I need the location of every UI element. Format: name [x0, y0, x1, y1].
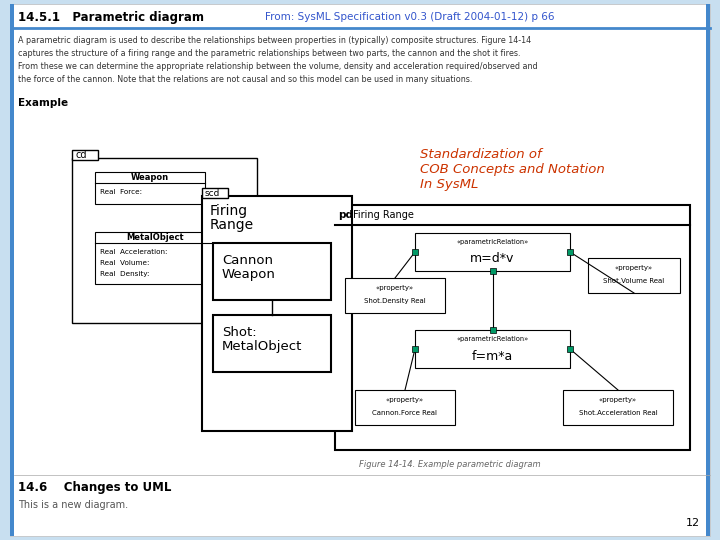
Text: 14.5.1   Parametric diagram: 14.5.1 Parametric diagram	[18, 10, 204, 24]
Text: From: SysML Specification v0.3 (Draft 2004-01-12) p 66: From: SysML Specification v0.3 (Draft 20…	[265, 12, 554, 22]
Text: Standardization of: Standardization of	[420, 148, 541, 161]
Text: Weapon: Weapon	[222, 268, 276, 281]
Text: A parametric diagram is used to describe the relationships between properties in: A parametric diagram is used to describe…	[18, 36, 538, 84]
Bar	[567, 249, 573, 255]
Bar	[490, 268, 495, 274]
Text: Firing: Firing	[210, 204, 248, 218]
Bar	[355, 390, 455, 425]
Text: MetalObject: MetalObject	[126, 233, 184, 242]
Text: «property»: «property»	[376, 285, 414, 291]
Text: COB Concepts and Notation: COB Concepts and Notation	[420, 163, 605, 176]
Text: f=m*a: f=m*a	[472, 349, 513, 362]
Bar	[202, 196, 352, 431]
Text: Real  Force:: Real Force:	[100, 189, 142, 195]
Text: «parametricRelation»: «parametricRelation»	[456, 336, 528, 342]
Bar	[213, 243, 331, 300]
Text: scd: scd	[205, 188, 220, 198]
Bar	[213, 315, 331, 372]
Text: Range: Range	[210, 218, 254, 232]
Text: «property»: «property»	[615, 265, 653, 271]
Bar	[490, 327, 495, 333]
Text: m=d*v: m=d*v	[470, 253, 515, 266]
Bar	[345, 278, 445, 313]
Text: Shot.Density Real: Shot.Density Real	[364, 298, 426, 304]
Text: «property»: «property»	[599, 397, 637, 403]
Bar	[412, 249, 418, 255]
Bar	[567, 346, 573, 352]
Bar	[72, 150, 98, 160]
Text: Real  Acceleration:: Real Acceleration:	[100, 249, 168, 255]
Text: In SysML: In SysML	[420, 178, 478, 191]
Text: This is a new diagram.: This is a new diagram.	[18, 500, 128, 510]
Text: Figure 14-14. Example parametric diagram: Figure 14-14. Example parametric diagram	[359, 460, 541, 469]
Text: «parametricRelation»: «parametricRelation»	[456, 239, 528, 245]
Bar	[412, 346, 418, 352]
Bar	[202, 188, 228, 198]
Text: Cannon: Cannon	[222, 254, 273, 267]
Text: 14.6    Changes to UML: 14.6 Changes to UML	[18, 481, 171, 494]
Text: Real  Density:: Real Density:	[100, 271, 150, 277]
Bar	[95, 172, 205, 204]
Bar	[10, 4, 14, 536]
Bar	[706, 4, 710, 536]
Text: Cannon.Force Real: Cannon.Force Real	[372, 410, 438, 416]
Text: 12: 12	[686, 518, 700, 528]
Text: Shot:: Shot:	[222, 326, 256, 339]
Text: «property»: «property»	[386, 397, 424, 403]
Text: Shot.Volume Real: Shot.Volume Real	[603, 278, 665, 284]
Bar	[415, 330, 570, 368]
Bar	[588, 258, 680, 293]
Bar	[95, 232, 215, 284]
Text: Shot.Acceleration Real: Shot.Acceleration Real	[579, 410, 657, 416]
Text: Real  Volume:: Real Volume:	[100, 260, 150, 266]
Text: Firing Range: Firing Range	[353, 210, 414, 220]
Bar	[563, 390, 673, 425]
Text: cd: cd	[75, 150, 86, 160]
Bar	[415, 233, 570, 271]
Text: Example: Example	[18, 98, 68, 108]
Bar	[335, 205, 690, 450]
Text: pd: pd	[338, 210, 353, 220]
Bar	[72, 158, 257, 323]
Text: MetalObject: MetalObject	[222, 340, 302, 353]
Text: Weapon: Weapon	[131, 173, 169, 183]
